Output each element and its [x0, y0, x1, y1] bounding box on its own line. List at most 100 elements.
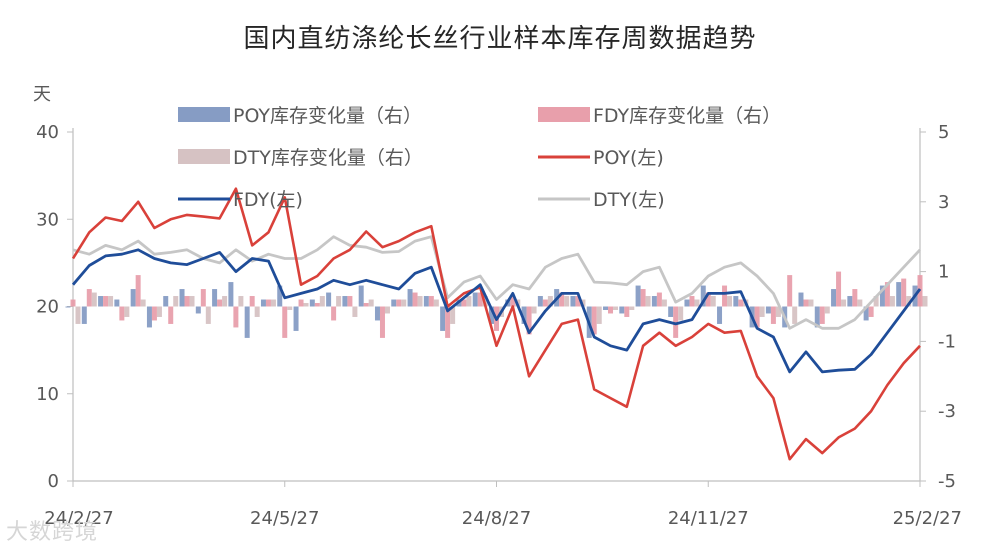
poy_bar-mark — [765, 306, 771, 314]
dty_bar-mark — [710, 296, 716, 307]
poy_bar-mark — [98, 296, 104, 307]
dty-line — [72, 235, 922, 330]
poy_bar-legend-swatch — [178, 107, 230, 122]
poy_bar-mark — [619, 306, 625, 314]
poy_bar-mark — [342, 296, 348, 307]
poy_bar-mark — [81, 306, 87, 324]
y-right-tick-label: -3 — [938, 401, 956, 422]
dty_bar-mark — [336, 296, 342, 307]
poy_bar-mark — [570, 296, 576, 307]
poy_bar-mark — [163, 296, 169, 307]
fdy_bar-mark — [770, 306, 776, 324]
fdy_bar-mark — [656, 292, 662, 307]
poy_bar-legend-label: POY库存变化量（右） — [233, 105, 422, 127]
dty_bar-mark — [75, 306, 81, 324]
poy_bar-mark — [668, 306, 674, 317]
dty_bar-mark — [189, 296, 195, 307]
poy_bar-mark — [423, 296, 429, 307]
dty-legend-label: DTY(左) — [593, 189, 665, 211]
poy_bar-mark — [374, 306, 380, 321]
watermark: 大数跨境 — [6, 520, 99, 545]
fdy_bar-mark — [868, 306, 874, 317]
poy_bar-mark — [700, 285, 706, 307]
poy_bar-mark — [309, 299, 315, 307]
dty_bar-mark — [727, 296, 733, 307]
poy_bar-mark — [717, 306, 723, 324]
x-tick-label: 25/2/27 — [893, 508, 962, 529]
poy-legend-label: POY(左) — [593, 147, 664, 169]
dty_bar-mark — [352, 306, 358, 317]
dty_bar-mark — [547, 296, 553, 307]
fdy_bar-mark — [689, 296, 695, 307]
y-right-tick-label: 1 — [938, 262, 949, 283]
poy_bar-mark — [489, 306, 494, 324]
dty_bar-mark — [287, 306, 293, 310]
dty_bar-mark — [596, 306, 602, 324]
fdy_bar-mark — [347, 296, 353, 307]
x-tick-label: 24/5/27 — [250, 508, 319, 529]
dty_bar-mark — [824, 306, 830, 314]
fdy_bar-mark — [787, 275, 793, 307]
chart-title: 国内直纺涤纶长丝行业样本库存周数据趋势 — [243, 24, 757, 54]
fdy_bar-mark — [298, 299, 304, 307]
fdy_bar-mark — [265, 299, 271, 307]
poy_bar-mark — [603, 306, 609, 310]
fdy_bar-mark — [542, 299, 548, 307]
dty_bar-mark — [401, 299, 407, 307]
fdy_bar-legend-swatch — [538, 107, 590, 122]
dty_bar-mark — [808, 299, 814, 307]
y-left-tick-label: 40 — [36, 122, 59, 143]
poy_bar-mark — [651, 296, 657, 307]
fdy_bar-mark — [379, 306, 385, 338]
poy_bar-mark — [814, 306, 820, 328]
dty_bar-mark — [303, 303, 309, 307]
fdy_bar-legend-label: FDY库存变化量（右） — [593, 105, 781, 127]
poy-line — [71, 187, 921, 461]
x-tick-label: 24/11/27 — [668, 508, 749, 529]
dty_bar-mark — [140, 299, 146, 307]
fdy-legend-label: FDY(左) — [233, 189, 303, 211]
poy_bar-mark — [391, 299, 397, 307]
poy_bar-mark — [684, 299, 690, 307]
fdy_bar-mark — [151, 306, 157, 321]
poy_bar-mark — [407, 289, 413, 307]
fdy_bar-mark — [70, 299, 76, 307]
poy_bar-mark — [293, 306, 299, 331]
fdy_bar-mark — [640, 289, 646, 307]
poy_bar-mark — [260, 299, 266, 307]
fdy_bar-mark — [722, 285, 728, 307]
dty_bar-legend-swatch — [178, 149, 230, 164]
fdy_bar-mark — [510, 296, 516, 307]
fdy_bar-mark — [363, 303, 369, 307]
y-left-tick-label: 10 — [36, 384, 59, 405]
x-tick-label: 24/8/27 — [462, 508, 531, 529]
fdy_bar-mark — [119, 306, 125, 321]
fdy_bar-mark — [428, 296, 434, 307]
dty_bar-mark — [417, 296, 423, 307]
fdy_bar-mark — [249, 296, 255, 307]
dty_bar-mark — [841, 299, 847, 307]
dty_bar-mark — [450, 306, 456, 324]
dty_bar-mark — [922, 296, 928, 307]
fdy_bar-mark — [477, 292, 483, 307]
fdy_bar-mark — [754, 306, 760, 328]
fdy_bar-mark — [331, 306, 337, 321]
poy_bar-mark — [358, 285, 364, 307]
fdy_bar-mark — [412, 292, 418, 307]
dty_bar-mark — [759, 306, 765, 317]
fdy_bar-mark — [591, 306, 597, 335]
fdy_bar-mark — [803, 299, 809, 307]
dty_bar-mark — [564, 296, 570, 307]
fdy_bar-mark — [819, 306, 825, 324]
fdy_bar-mark — [673, 306, 679, 338]
fdy_bar-mark — [705, 292, 711, 307]
fdy_bar-mark — [901, 278, 907, 307]
dty_bar-mark — [173, 296, 179, 307]
y-right-tick-label: -1 — [938, 331, 956, 352]
poy_bar-mark — [521, 306, 527, 324]
poy_bar-mark — [440, 306, 446, 331]
dty_bar-mark — [775, 306, 781, 317]
poy_bar-mark — [537, 296, 543, 307]
dty_bar-mark — [319, 296, 325, 307]
